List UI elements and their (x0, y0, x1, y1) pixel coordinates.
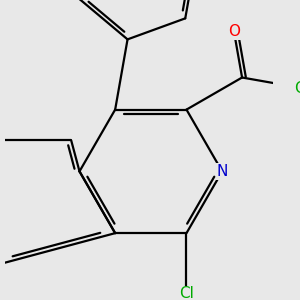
Text: O: O (228, 24, 240, 39)
Text: Cl: Cl (179, 286, 194, 300)
Text: N: N (217, 164, 228, 179)
Text: Cl: Cl (294, 80, 300, 95)
